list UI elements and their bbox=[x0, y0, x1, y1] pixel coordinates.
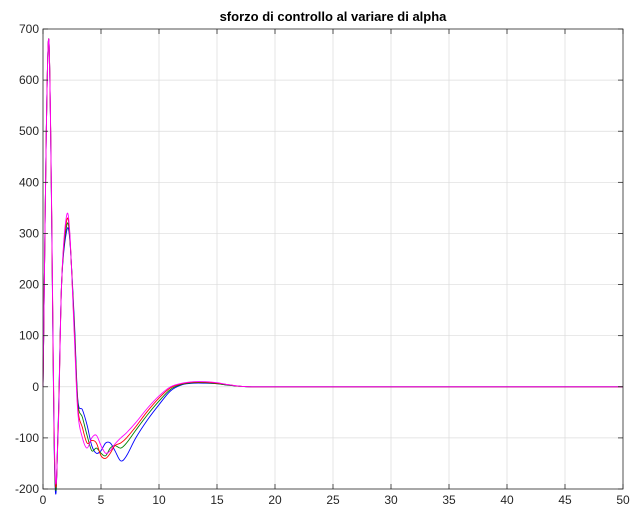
x-tick-label: 30 bbox=[384, 493, 398, 507]
series-line-4 bbox=[42, 38, 623, 485]
x-tick-label: 50 bbox=[616, 493, 630, 507]
x-tick-label: 10 bbox=[152, 493, 166, 507]
x-tick-label: 15 bbox=[210, 493, 224, 507]
x-tick-label: 40 bbox=[500, 493, 514, 507]
y-tick-label: -200 bbox=[15, 482, 39, 496]
x-tick-label: 35 bbox=[442, 493, 456, 507]
series-group bbox=[42, 38, 623, 495]
chart-title: sforzo di controllo al variare di alpha bbox=[220, 9, 448, 24]
y-tick-label: 100 bbox=[19, 329, 39, 343]
y-tick-label: -100 bbox=[15, 431, 39, 445]
y-tick-label: 700 bbox=[19, 22, 39, 36]
ticks bbox=[42, 28, 624, 490]
y-tick-label: 300 bbox=[19, 226, 39, 240]
x-tick-label: 20 bbox=[268, 493, 282, 507]
y-tick-label: 0 bbox=[32, 380, 39, 394]
x-tick-label: 0 bbox=[40, 493, 47, 507]
tick-labels: 0 5 10 15 20 25 30 35 40 45 50 -200 -100 0 100 200 300 40… bbox=[15, 22, 630, 507]
y-tick-label: 200 bbox=[19, 278, 39, 292]
y-tick-label: 600 bbox=[19, 73, 39, 87]
y-tick-label: 500 bbox=[19, 124, 39, 138]
x-tick-label: 25 bbox=[326, 493, 340, 507]
x-tick-label: 45 bbox=[558, 493, 572, 507]
x-tick-label: 5 bbox=[98, 493, 105, 507]
y-tick-label: 400 bbox=[19, 175, 39, 189]
